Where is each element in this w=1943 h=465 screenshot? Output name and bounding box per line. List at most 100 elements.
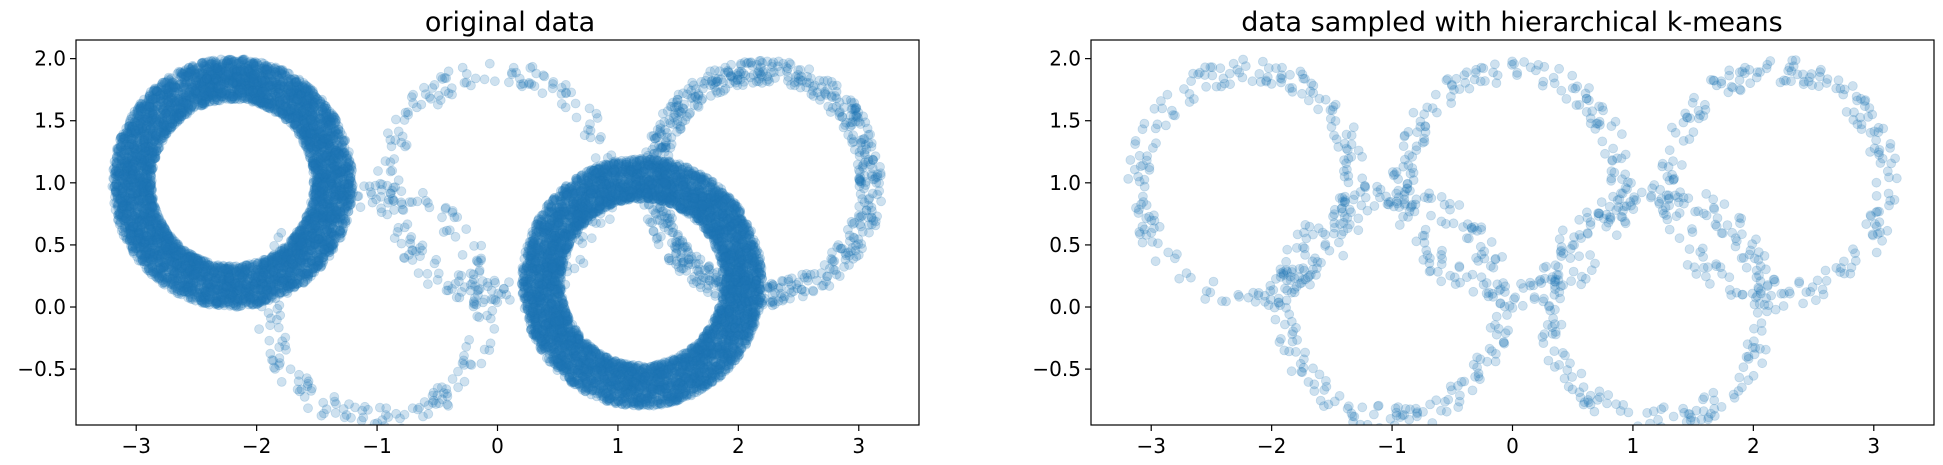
scatter-point-ring-0 — [124, 148, 135, 159]
scatter-point-ring-0 — [306, 108, 317, 119]
scatter-point-ring-0 — [122, 147, 132, 158]
scatter-point-ring-0 — [183, 248, 194, 259]
scatter-point-ring-0 — [321, 108, 332, 119]
scatter-point-ring-0 — [336, 186, 347, 197]
scatter-point-ring-0 — [139, 198, 150, 209]
scatter-point-ring-0 — [136, 242, 147, 253]
scatter-point-ring-0 — [278, 268, 289, 279]
scatter-point-ring-0 — [320, 116, 331, 127]
scatter-point-ring-0 — [280, 272, 291, 283]
scatter-point-ring-0 — [289, 118, 300, 129]
scatter-point-ring-0 — [284, 266, 294, 277]
scatter-point-ring-0 — [320, 186, 330, 197]
scatter-point-ring-0 — [176, 107, 187, 118]
scatter-point-ring-0 — [196, 274, 207, 285]
scatter-point-ring-0 — [317, 212, 328, 223]
scatter-point-ring-0 — [306, 105, 317, 116]
scatter-point-ring-0 — [111, 186, 121, 197]
scatter-point-ring-0 — [174, 273, 185, 284]
scatter-point-ring-0 — [138, 129, 149, 140]
scatter-point-ring-0 — [204, 80, 215, 90]
scatter-point-ring-0 — [216, 73, 227, 84]
scatter-point-ring-0 — [209, 64, 220, 75]
scatter-point-ring-0 — [143, 222, 153, 233]
scatter-point-ring-0 — [137, 123, 148, 134]
scatter-point-ring-0 — [133, 103, 143, 114]
scatter-point-ring-0 — [133, 147, 144, 158]
scatter-point-ring-0 — [180, 266, 190, 277]
scatter-point-ring-0 — [301, 98, 312, 109]
scatter-point-ring-0 — [281, 274, 292, 285]
scatter-point-ring-0 — [211, 284, 221, 295]
scatter-point-ring-0 — [149, 250, 160, 261]
scatter-point-ring-0 — [247, 91, 258, 101]
scatter-point-ring-0 — [299, 224, 310, 235]
scatter-point-ring-0 — [156, 217, 167, 228]
scatter-point-ring-0 — [215, 275, 226, 286]
scatter-point-ring-0 — [197, 100, 207, 111]
scatter-point-ring-0 — [132, 227, 143, 238]
scatter-point-ring-0 — [321, 169, 332, 180]
scatter-point-ring-0 — [134, 101, 145, 112]
scatter-point-ring-0 — [190, 85, 201, 95]
scatter-point-ring-0 — [137, 103, 148, 114]
scatter-point-ring-0 — [254, 60, 265, 71]
scatter-point-ring-0 — [147, 231, 157, 242]
scatter-point-ring-0 — [224, 290, 235, 301]
scatter-point-ring-0 — [136, 101, 147, 112]
scatter-point-ring-0 — [170, 243, 181, 254]
scatter-point-ring-0 — [121, 232, 131, 243]
scatter-point-ring-0 — [216, 290, 227, 301]
scatter-point-ring-0 — [321, 210, 332, 220]
scatter-point-ring-0 — [135, 158, 146, 168]
scatter-point-ring-0 — [299, 99, 309, 109]
scatter-point-ring-0 — [252, 264, 263, 275]
scatter-point-ring-0 — [178, 283, 189, 294]
scatter-point-ring-0 — [337, 194, 348, 205]
scatter-point-ring-0 — [327, 227, 338, 238]
scatter-point-ring-0 — [137, 155, 148, 166]
scatter-point-ring-0 — [258, 70, 269, 80]
scatter-point-ring-0 — [155, 124, 166, 134]
scatter-point-ring-0 — [161, 233, 172, 244]
scatter-point-ring-0 — [325, 207, 336, 218]
scatter-point-ring-0 — [306, 123, 317, 134]
scatter-point-ring-0 — [228, 57, 239, 67]
scatter-point-ring-0 — [125, 175, 136, 186]
scatter-point-ring-0 — [195, 93, 206, 104]
scatter-point-ring-0 — [238, 269, 249, 280]
scatter-point-ring-0 — [191, 277, 202, 288]
scatter-point-ring-0 — [201, 85, 212, 96]
scatter-point-ring-0 — [338, 166, 349, 177]
scatter-point-ring-0 — [191, 254, 202, 265]
scatter-point-ring-0 — [189, 268, 200, 279]
scatter-point-ring-0 — [334, 149, 345, 160]
scatter-point-ring-0 — [162, 123, 173, 134]
scatter-point-ring-0 — [244, 289, 255, 299]
scatter-point-ring-0 — [190, 267, 201, 278]
scatter-point-ring-0 — [128, 164, 139, 175]
scatter-point-ring-0 — [145, 238, 156, 248]
scatter-point-ring-0 — [165, 240, 176, 251]
scatter-point-ring-0 — [306, 267, 317, 278]
chart-title-original: original data — [425, 7, 595, 38]
scatter-point-ring-0 — [186, 87, 197, 97]
scatter-point-ring-0 — [161, 108, 172, 118]
scatter-point-ring-0 — [129, 210, 140, 221]
scatter-point-ring-0 — [308, 177, 319, 188]
scatter-point-ring-0 — [164, 75, 175, 86]
scatter-point-ring-0 — [283, 243, 294, 254]
scatter-point-ring-0 — [287, 93, 298, 103]
scatter-point-ring-0 — [174, 80, 184, 90]
scatter-point-ring-0 — [278, 249, 289, 260]
scatter-point-ring-0 — [148, 266, 158, 277]
scatter-point-ring-0 — [150, 130, 161, 141]
scatter-point-ring-0 — [144, 101, 155, 111]
scatter-point-ring-0 — [212, 64, 223, 74]
scatter-point-ring-0 — [125, 207, 136, 218]
scatter-point-ring-0 — [180, 279, 191, 290]
points-layer-original — [107, 54, 886, 425]
scatter-point-ring-0 — [269, 249, 279, 260]
scatter-point-ring-0 — [324, 115, 335, 126]
